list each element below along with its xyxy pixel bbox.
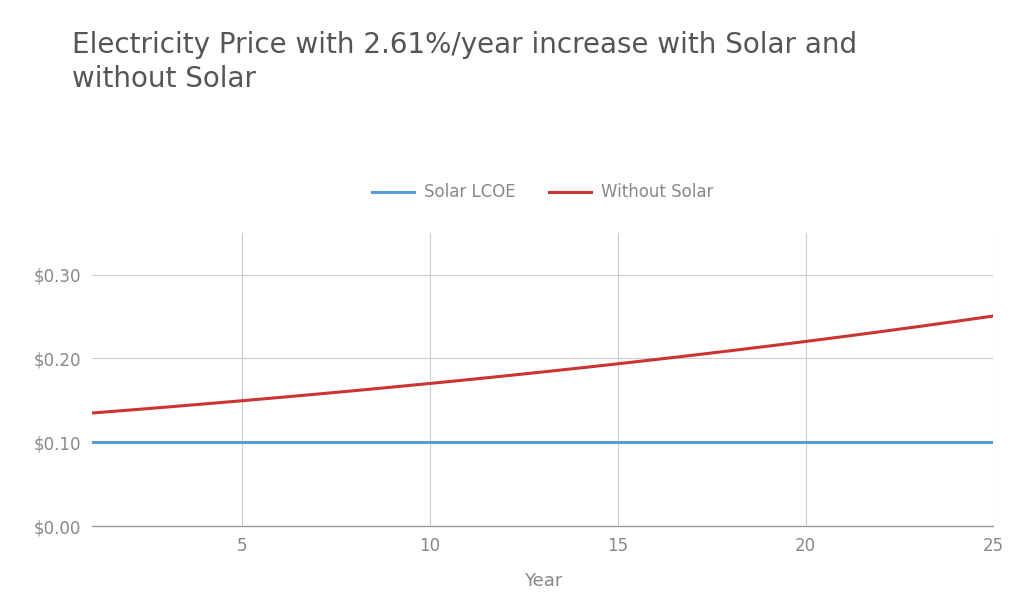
Solar LCOE [874, 439, 887, 446]
Without Solar [724, 347, 736, 354]
Solar LCOE [800, 439, 812, 446]
Solar LCOE [762, 439, 774, 446]
Without Solar [649, 356, 662, 364]
Without Solar [874, 328, 887, 335]
Solar LCOE [386, 439, 398, 446]
Without Solar [349, 387, 361, 394]
Solar LCOE [537, 439, 549, 446]
Without Solar [800, 338, 812, 345]
Solar LCOE [611, 439, 624, 446]
Solar LCOE [837, 439, 849, 446]
Solar LCOE [124, 439, 136, 446]
Text: Electricity Price with 2.61%/year increase with Solar and
without Solar: Electricity Price with 2.61%/year increa… [72, 31, 857, 93]
Solar LCOE [724, 439, 736, 446]
Solar LCOE [273, 439, 286, 446]
Without Solar [949, 318, 962, 325]
Without Solar [237, 397, 249, 405]
Without Solar [273, 394, 286, 401]
Without Solar [537, 368, 549, 376]
Solar LCOE [349, 439, 361, 446]
Solar LCOE [311, 439, 324, 446]
Without Solar [424, 380, 436, 387]
Without Solar [687, 351, 699, 359]
Solar LCOE [987, 439, 999, 446]
Line: Without Solar: Without Solar [92, 316, 993, 413]
Without Solar [199, 400, 211, 408]
Without Solar [86, 409, 98, 417]
Solar LCOE [912, 439, 925, 446]
Without Solar [386, 383, 398, 390]
Without Solar [462, 376, 474, 383]
Solar LCOE [424, 439, 436, 446]
Solar LCOE [462, 439, 474, 446]
Without Solar [311, 390, 324, 398]
Solar LCOE [237, 439, 249, 446]
Solar LCOE [949, 439, 962, 446]
Without Solar [124, 406, 136, 414]
Without Solar [762, 343, 774, 350]
Without Solar [987, 312, 999, 319]
Solar LCOE [574, 439, 587, 446]
Without Solar [611, 360, 624, 367]
Solar LCOE [199, 439, 211, 446]
Solar LCOE [499, 439, 511, 446]
Solar LCOE [649, 439, 662, 446]
Solar LCOE [687, 439, 699, 446]
Without Solar [912, 323, 925, 330]
X-axis label: Year: Year [523, 572, 562, 590]
Solar LCOE [86, 439, 98, 446]
Without Solar [837, 333, 849, 340]
Without Solar [161, 403, 173, 411]
Without Solar [574, 364, 587, 371]
Solar LCOE [161, 439, 173, 446]
Legend: Solar LCOE, Without Solar: Solar LCOE, Without Solar [366, 176, 720, 207]
Without Solar [499, 372, 511, 379]
